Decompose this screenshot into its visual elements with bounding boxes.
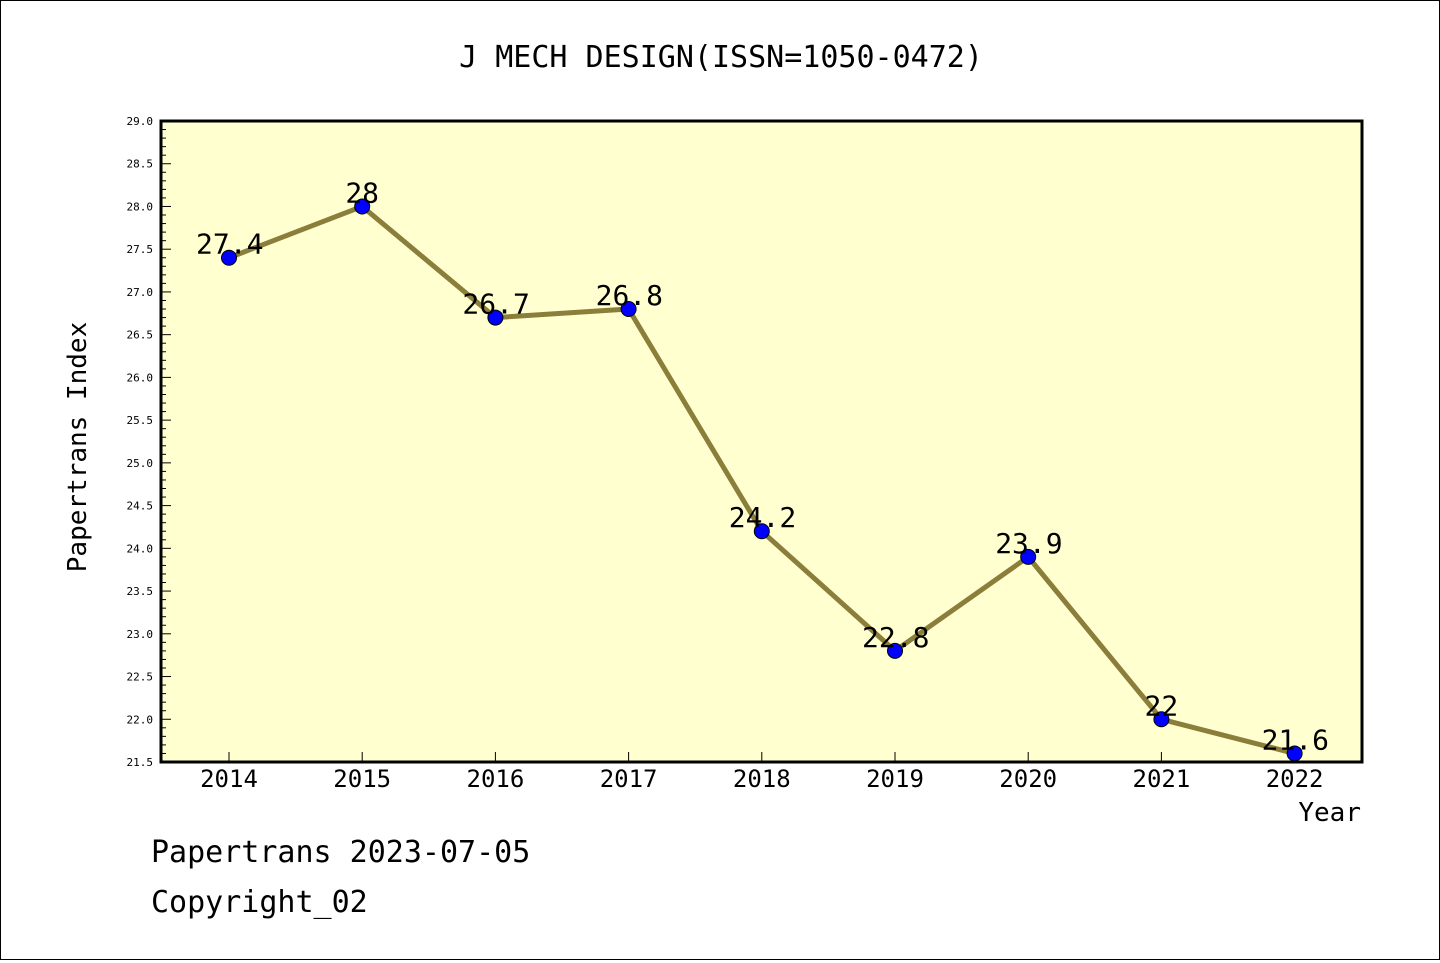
y-tick-label: 28.5 <box>127 158 154 171</box>
x-tick-label: 2020 <box>999 765 1057 793</box>
y-tick-label: 23.0 <box>127 628 154 641</box>
x-tick-label: 2018 <box>733 765 791 793</box>
x-tick-label: 2016 <box>467 765 525 793</box>
footer-source: Papertrans 2023-07-05 <box>151 835 531 870</box>
plot-area <box>159 119 1364 764</box>
footer-copyright: Copyright_02 <box>151 885 368 920</box>
y-axis: 21.5 22.0 22.5 23.0 23.5 24.0 24.5 25.0 25.5 26.0… <box>127 115 171 769</box>
x-axis-title: Year <box>1298 798 1361 828</box>
y-tick-label: 23.5 <box>127 585 154 598</box>
x-tick-label: 2019 <box>866 765 924 793</box>
data-point <box>221 249 237 266</box>
data-point <box>620 301 637 318</box>
data-point <box>354 198 371 215</box>
chart-title: J MECH DESIGN(ISSN=1050-0472) <box>459 40 983 75</box>
y-tick-label: 28.0 <box>127 200 154 213</box>
y-axis-title: Papertrans Index <box>63 322 93 572</box>
y-tick-label: 22.0 <box>127 713 154 726</box>
data-point <box>1286 745 1303 762</box>
y-tick-label: 24.0 <box>127 542 154 555</box>
x-axis: 2014 2015 2016 2017 2018 2019 2020 2021 2022 <box>200 752 1323 793</box>
data-label: 22.8 <box>862 621 929 654</box>
y-tick-label: 22.5 <box>127 671 154 684</box>
data-label: 22 <box>1145 689 1179 722</box>
y-tick-label: 27.5 <box>127 243 154 256</box>
data-label: 26.7 <box>462 288 529 321</box>
data-labels: 27.4 28 26.7 26.8 24.2 22.8 23.9 22 21.6 <box>196 176 1329 756</box>
y-tick-label: 26.0 <box>127 371 154 384</box>
data-point <box>753 523 770 540</box>
y-tick-label: 24.5 <box>127 500 154 513</box>
x-tick-label: 2022 <box>1266 765 1324 793</box>
y-tick-label: 29.0 <box>127 115 154 128</box>
y-tick-label: 21.5 <box>127 756 154 769</box>
data-point <box>887 642 903 659</box>
data-label: 27.4 <box>196 228 263 261</box>
data-point <box>1020 548 1037 565</box>
y-tick-label: 26.5 <box>127 329 154 342</box>
x-tick-label: 2014 <box>200 765 258 793</box>
y-tick-label: 25.5 <box>127 414 154 427</box>
data-label: 28 <box>345 176 379 209</box>
x-tick-label: 2017 <box>600 765 658 793</box>
x-tick-label: 2015 <box>333 765 391 793</box>
y-tick-label: 25.0 <box>127 457 154 470</box>
data-point <box>487 309 504 326</box>
x-tick-label: 2021 <box>1133 765 1191 793</box>
data-label: 21.6 <box>1262 723 1329 756</box>
data-label: 23.9 <box>995 527 1062 560</box>
data-label: 24.2 <box>729 501 796 534</box>
data-point <box>1153 711 1170 728</box>
y-tick-label: 27.0 <box>127 286 154 299</box>
data-label: 26.8 <box>596 279 663 312</box>
data-markers <box>221 198 1303 762</box>
